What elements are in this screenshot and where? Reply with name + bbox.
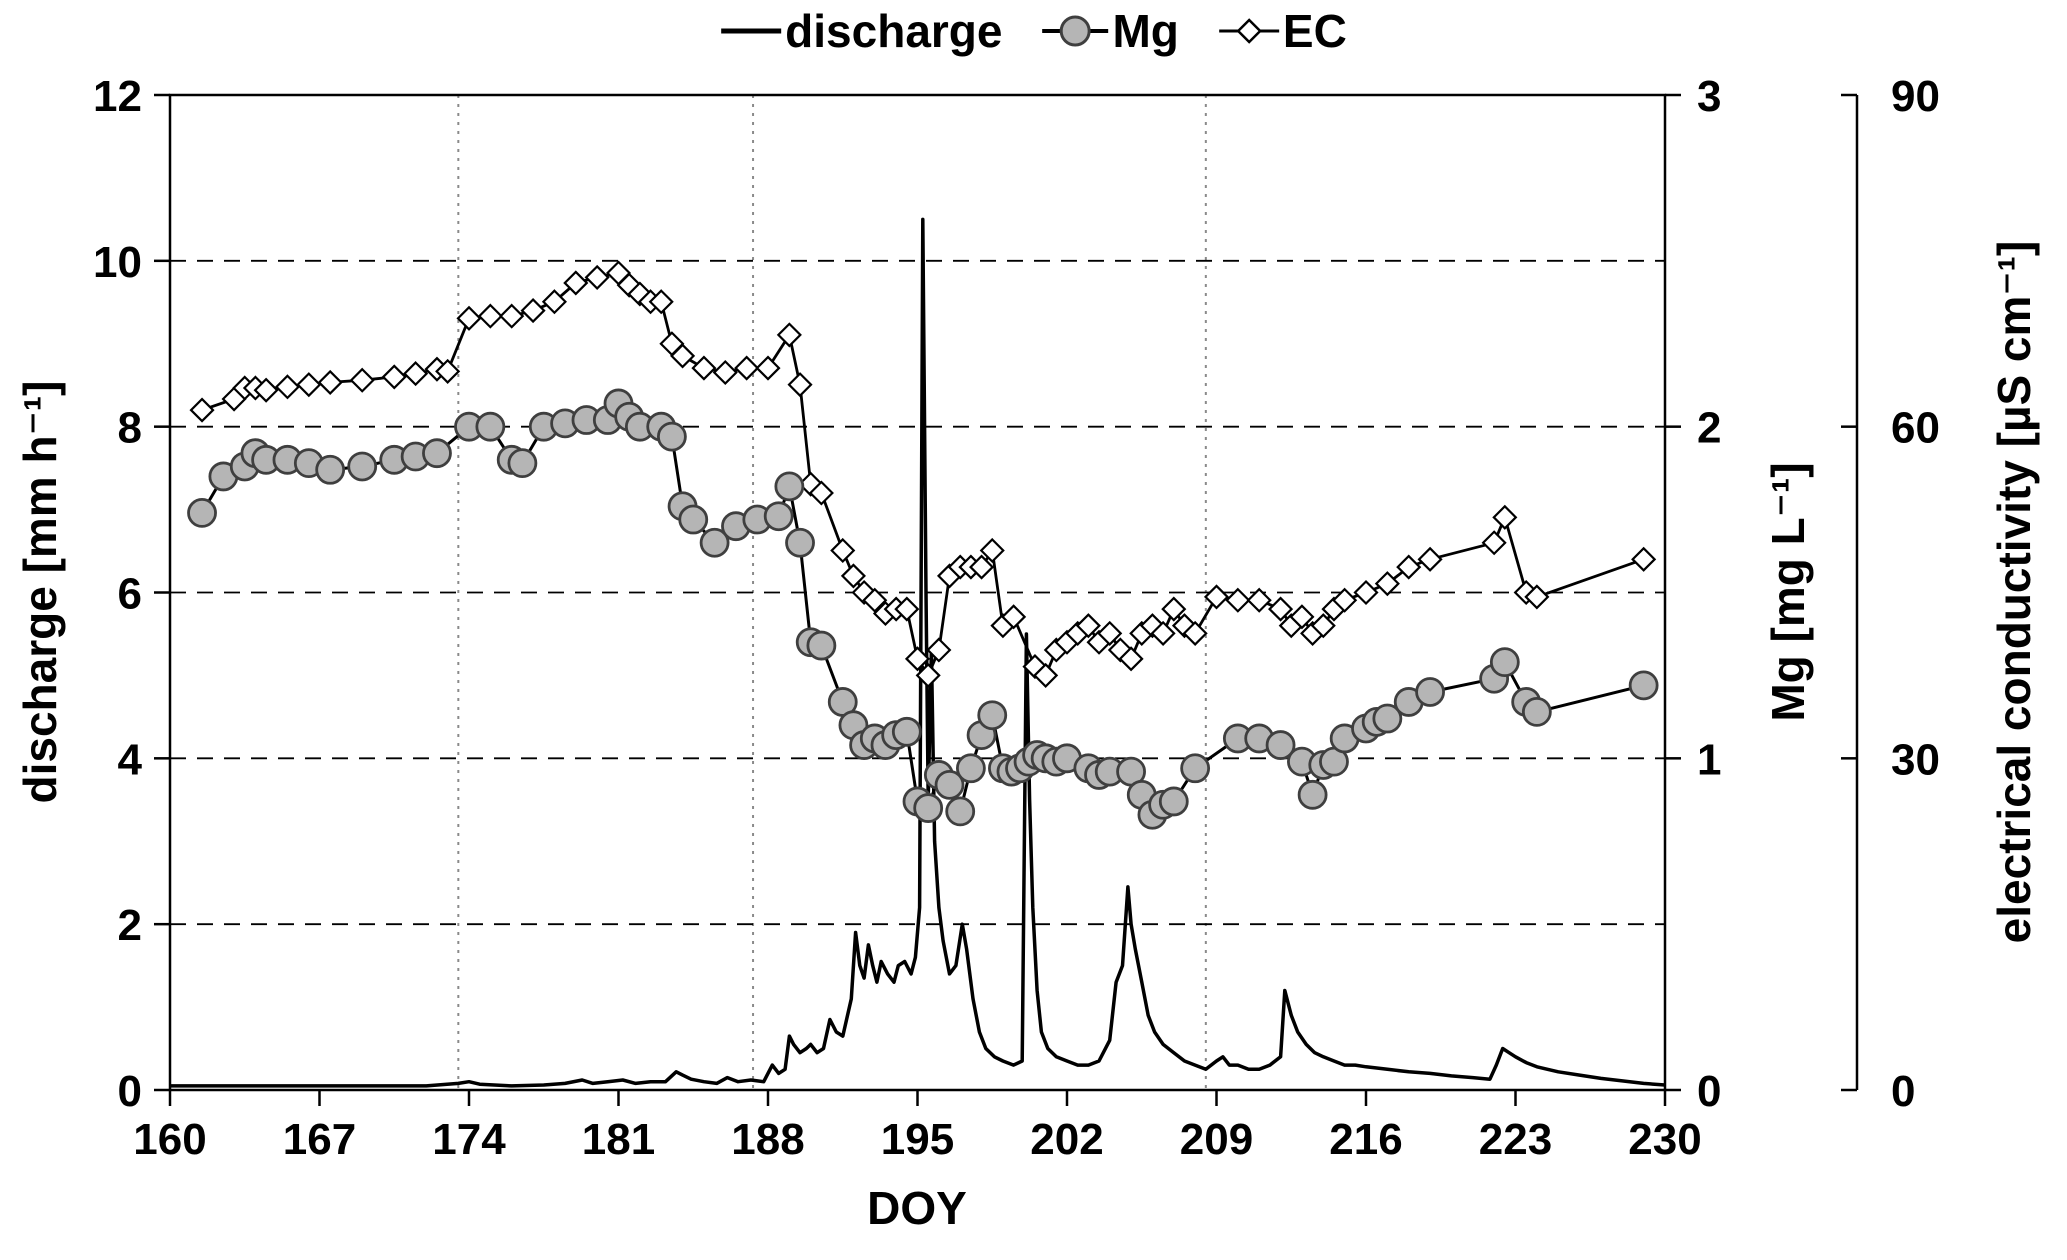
left-axis-title: discharge [mm h⁻¹] (14, 380, 66, 804)
legend-item-discharge: discharge (719, 4, 1002, 58)
svg-text:10: 10 (93, 238, 142, 287)
svg-text:4: 4 (118, 735, 143, 784)
svg-text:8: 8 (118, 404, 142, 453)
svg-text:230: 230 (1628, 1115, 1701, 1164)
svg-text:2: 2 (1697, 404, 1721, 453)
mg-axis-title: Mg [mg L⁻¹] (1762, 462, 1814, 722)
legend-item-ec: EC (1217, 4, 1347, 58)
svg-text:195: 195 (881, 1115, 954, 1164)
svg-text:0: 0 (1891, 1067, 1915, 1116)
svg-text:30: 30 (1891, 735, 1940, 784)
legend-label-mg: Mg (1112, 5, 1179, 57)
x-axis-title: DOY (867, 1182, 967, 1234)
svg-text:1: 1 (1697, 735, 1721, 784)
svg-text:90: 90 (1891, 72, 1940, 121)
ec-axis-title: electrical conductivity [µS cm⁻¹] (1988, 240, 2040, 944)
legend-label-discharge: discharge (785, 5, 1003, 57)
mg-circle-swatch-icon (1042, 15, 1109, 47)
svg-text:2: 2 (118, 901, 142, 950)
svg-text:209: 209 (1180, 1115, 1253, 1164)
svg-text:3: 3 (1697, 72, 1721, 121)
discharge-line-swatch-icon (721, 28, 782, 34)
svg-text:60: 60 (1891, 404, 1940, 453)
svg-text:174: 174 (432, 1115, 506, 1164)
svg-text:6: 6 (118, 570, 142, 619)
svg-text:181: 181 (582, 1115, 655, 1164)
svg-text:223: 223 (1479, 1115, 1552, 1164)
svg-text:0: 0 (118, 1067, 142, 1116)
legend-item-mg: Mg (1040, 4, 1179, 58)
svg-text:160: 160 (133, 1115, 206, 1164)
svg-text:202: 202 (1030, 1115, 1103, 1164)
chart-legend: discharge Mg EC (719, 4, 1347, 58)
legend-label-ec: EC (1282, 5, 1347, 57)
svg-text:0: 0 (1697, 1067, 1721, 1116)
svg-text:167: 167 (283, 1115, 356, 1164)
svg-text:12: 12 (93, 72, 142, 121)
svg-text:216: 216 (1329, 1115, 1402, 1164)
ec-diamond-swatch-icon (1218, 18, 1279, 44)
svg-text:188: 188 (731, 1115, 804, 1164)
